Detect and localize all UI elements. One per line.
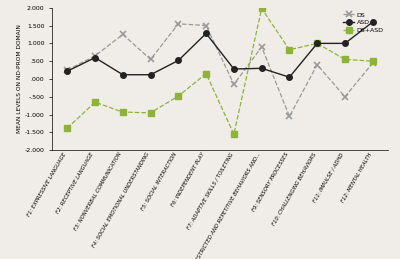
DS+ASD (315, 42, 320, 45)
ASD (342, 42, 347, 45)
ASD (93, 56, 98, 59)
ASD (65, 70, 70, 73)
DS+ASD (148, 111, 153, 114)
ASD (148, 73, 153, 76)
DS+ASD (93, 100, 98, 104)
DS (259, 45, 264, 48)
DS (93, 54, 98, 57)
ASD (176, 59, 181, 62)
ASD (370, 20, 375, 24)
DS (370, 61, 375, 64)
DS+ASD (232, 133, 236, 136)
DS (342, 95, 347, 98)
Line: ASD: ASD (64, 19, 376, 80)
DS+ASD (370, 60, 375, 63)
DS (204, 24, 208, 27)
DS (232, 83, 236, 86)
Legend: DS, ASD, DS+ASD: DS, ASD, DS+ASD (342, 11, 385, 34)
DS+ASD (176, 95, 181, 98)
DS+ASD (287, 48, 292, 51)
DS+ASD (342, 58, 347, 61)
ASD (315, 42, 320, 45)
DS (148, 58, 153, 61)
DS (315, 63, 320, 66)
ASD (259, 67, 264, 70)
ASD (287, 76, 292, 79)
DS+ASD (259, 7, 264, 10)
DS (120, 33, 125, 36)
ASD (120, 73, 125, 76)
DS+ASD (120, 111, 125, 114)
DS+ASD (204, 72, 208, 75)
Line: DS+ASD: DS+ASD (64, 6, 376, 137)
ASD (204, 32, 208, 35)
DS (176, 22, 181, 25)
DS (65, 69, 70, 72)
ASD (232, 68, 236, 71)
DS+ASD (65, 127, 70, 130)
DS (287, 115, 292, 118)
Y-axis label: MEAN LEVELS ON ND-PROM DOMAIN: MEAN LEVELS ON ND-PROM DOMAIN (17, 25, 22, 133)
Line: DS: DS (64, 21, 376, 119)
